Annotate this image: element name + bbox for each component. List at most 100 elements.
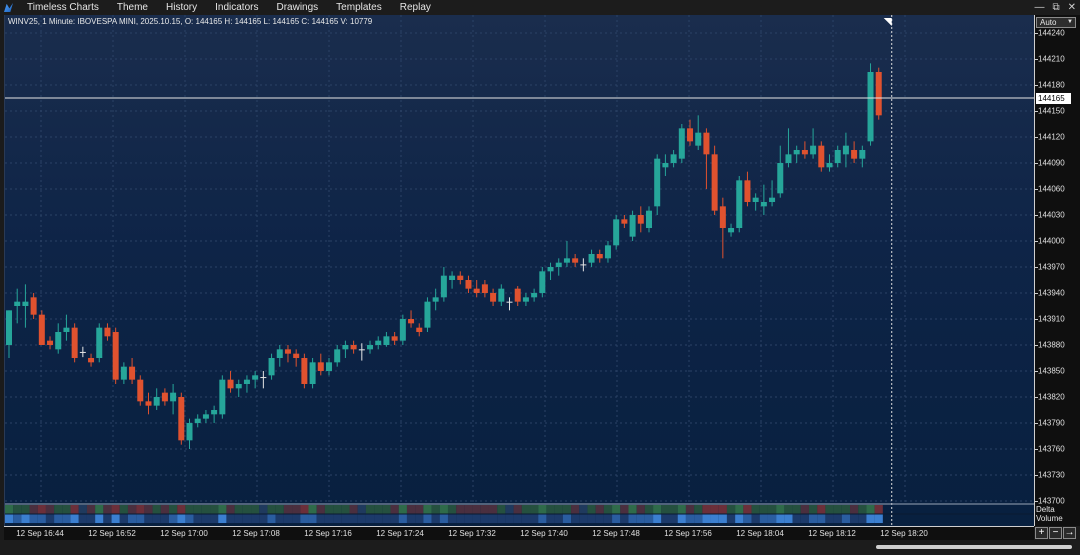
volume-bar — [751, 514, 760, 523]
app-logo-icon — [4, 3, 13, 12]
candle-bull — [334, 349, 341, 363]
candle-bear — [408, 319, 415, 324]
volume-bar — [538, 514, 547, 523]
candle-bear — [416, 327, 423, 332]
volume-bar — [267, 514, 276, 523]
candle-bear — [38, 314, 45, 345]
delta-bar — [817, 505, 826, 514]
volume-bar — [685, 514, 695, 523]
time-tick-label: 12 Sep 18:12 — [808, 529, 856, 538]
zoom-in-button[interactable]: + — [1035, 527, 1048, 539]
delta-bar — [554, 505, 563, 514]
price-tick-mark — [1035, 111, 1038, 112]
candle-bull — [194, 418, 201, 423]
restore-icon[interactable]: ⧉ — [1052, 2, 1060, 13]
delta-bar — [710, 505, 719, 514]
candle-bull — [211, 410, 218, 415]
candle-bull — [153, 397, 160, 406]
volume-bar — [694, 514, 703, 523]
delta-bar — [661, 505, 670, 514]
delta-bar — [406, 505, 416, 514]
price-tick-mark — [1035, 59, 1038, 60]
candle-bull — [793, 150, 800, 155]
candlestick-chart[interactable] — [5, 15, 1034, 526]
delta-bar — [78, 505, 87, 514]
zoom-out-button[interactable]: − — [1049, 527, 1062, 539]
candle-bear — [293, 353, 300, 358]
time-tick-label: 12 Sep 17:24 — [376, 529, 424, 538]
time-axis[interactable]: 12 Sep 16:44 12 Sep 16:52 12 Sep 17:00 12 S… — [4, 526, 1034, 540]
menu-templates[interactable]: Templates — [336, 2, 382, 13]
menu-theme[interactable]: Theme — [116, 2, 148, 13]
volume-bar — [530, 514, 539, 523]
candle-bull — [14, 301, 21, 306]
menu-replay[interactable]: Replay — [399, 2, 431, 13]
delta-bar — [464, 505, 473, 514]
current-bar-marker-icon — [883, 18, 892, 26]
volume-bar — [382, 514, 391, 523]
delta-bar — [29, 505, 38, 514]
volume-bar — [480, 514, 489, 523]
candle-bull — [678, 128, 685, 159]
price-tick-label: 143880 — [1038, 340, 1065, 350]
candle-bear — [719, 206, 726, 228]
candle-bear — [47, 340, 54, 345]
horizontal-scrollbar[interactable] — [0, 540, 1080, 555]
delta-bar — [784, 505, 793, 514]
candle-bull — [440, 275, 447, 298]
volume-bar — [21, 514, 30, 523]
candle-bull — [252, 375, 259, 380]
delta-bar — [283, 505, 293, 514]
scroll-to-end-button[interactable]: → — [1063, 527, 1076, 539]
chevron-down-icon: ▼ — [1067, 19, 1073, 25]
delta-bar — [341, 505, 350, 514]
candle-bull — [769, 197, 776, 202]
candle-bull — [555, 262, 562, 267]
menu-drawings[interactable]: Drawings — [276, 2, 319, 13]
minimize-icon[interactable]: — — [1034, 2, 1045, 13]
delta-bar — [735, 505, 744, 514]
delta-bar — [677, 505, 686, 514]
volume-bar — [13, 514, 22, 523]
delta-bar — [800, 505, 809, 514]
candle-bull — [235, 384, 242, 389]
price-tick-mark — [1035, 85, 1038, 86]
menu-indicators[interactable]: Indicators — [215, 2, 259, 13]
price-tick-mark — [1035, 345, 1038, 346]
volume-bar — [54, 514, 63, 523]
candle-bull — [202, 414, 209, 419]
close-icon[interactable]: ✕ — [1067, 2, 1076, 13]
scrollbar-thumb[interactable] — [876, 545, 1072, 549]
chart-area[interactable]: WINV25, 1 Minute: IBOVESPA MINI, 2025.10… — [4, 15, 1034, 526]
scale-mode-dropdown[interactable]: Auto ▼ — [1036, 17, 1076, 28]
delta-bar — [259, 505, 268, 514]
volume-bar — [251, 514, 260, 523]
delta-bar — [37, 505, 46, 514]
candle-bull — [810, 145, 817, 155]
delta-bar — [431, 505, 440, 514]
volume-bar — [29, 514, 38, 523]
delta-bar — [415, 505, 424, 514]
volume-bar — [37, 514, 46, 523]
candle-bull — [645, 210, 652, 228]
volume-bar — [78, 514, 87, 523]
chart-header: WINV25, 1 Minute: IBOVESPA MINI, 2025.10… — [8, 17, 373, 26]
delta-bar — [776, 505, 785, 514]
price-tick-label: 144240 — [1038, 28, 1065, 38]
delta-bar — [488, 505, 498, 514]
candle-bear — [687, 128, 694, 142]
price-tick-label: 143820 — [1038, 392, 1065, 402]
volume-bar — [349, 514, 358, 523]
indicator-label: Delta Volume — [1036, 505, 1063, 523]
delta-bar — [513, 505, 522, 514]
price-axis[interactable]: Auto ▼ 144240 144210 144180 144150 144120 1440… — [1034, 15, 1080, 526]
candle-bear — [88, 358, 95, 363]
delta-bar — [636, 505, 645, 514]
volume-bar — [603, 514, 613, 523]
price-tick-mark — [1035, 371, 1038, 372]
delta-bar — [382, 505, 391, 514]
volume-bar — [710, 514, 719, 523]
menu-history[interactable]: History — [166, 2, 198, 13]
candle-bear — [137, 379, 144, 402]
delta-bar — [21, 505, 30, 514]
